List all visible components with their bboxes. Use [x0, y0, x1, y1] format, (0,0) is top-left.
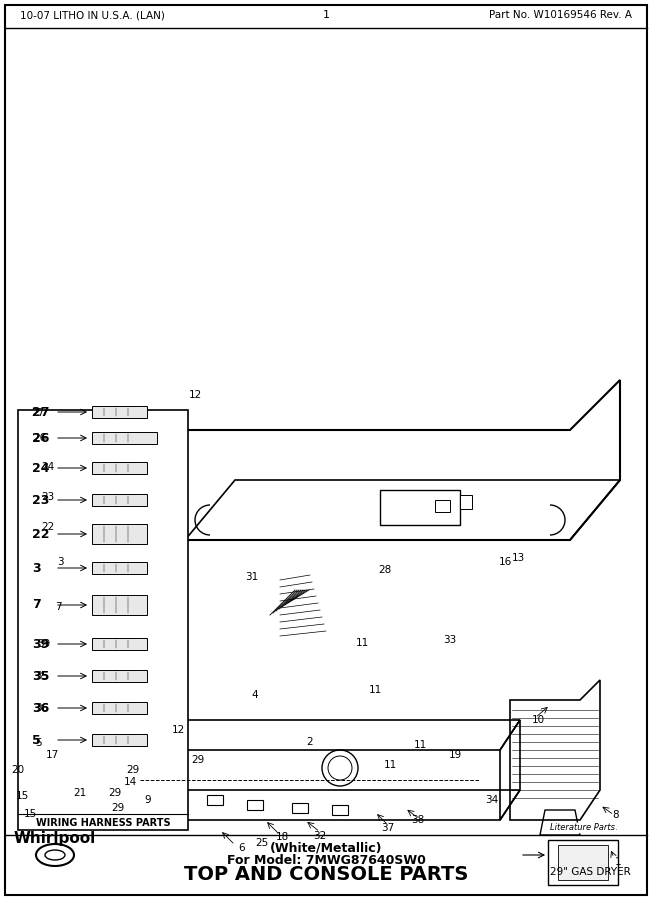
Bar: [460, 495, 472, 509]
Bar: [92, 595, 147, 615]
Text: (White/Metallic): (White/Metallic): [270, 842, 382, 854]
Text: 25: 25: [256, 838, 269, 848]
Text: 11: 11: [355, 638, 368, 648]
Bar: [92, 462, 147, 474]
Text: 23: 23: [41, 492, 55, 502]
Text: 20: 20: [12, 765, 25, 775]
Text: 1: 1: [323, 10, 329, 20]
Text: Part No. W10169546 Rev. A: Part No. W10169546 Rev. A: [489, 10, 632, 20]
Text: 29: 29: [111, 803, 125, 813]
Ellipse shape: [36, 844, 74, 866]
Text: 6: 6: [239, 843, 245, 853]
Text: Whirlpool: Whirlpool: [14, 831, 96, 845]
Text: 29: 29: [108, 788, 122, 798]
Bar: [92, 734, 147, 746]
Text: 27: 27: [32, 406, 50, 419]
Text: 5: 5: [35, 738, 41, 748]
Text: TOP AND CONSOLE PARTS: TOP AND CONSOLE PARTS: [184, 866, 468, 885]
Text: 35: 35: [32, 670, 50, 682]
Text: 5: 5: [32, 734, 40, 746]
Text: 37: 37: [381, 823, 394, 833]
Text: 22: 22: [41, 522, 55, 532]
Text: 10-07 LITHO IN U.S.A. (LAN): 10-07 LITHO IN U.S.A. (LAN): [20, 10, 165, 20]
Text: 24: 24: [41, 462, 55, 472]
Bar: [92, 494, 147, 506]
Text: 3: 3: [57, 557, 63, 567]
Bar: [380, 490, 460, 525]
Bar: [92, 562, 147, 574]
Text: 11: 11: [368, 685, 381, 695]
Bar: [130, 795, 150, 807]
Bar: [130, 778, 148, 790]
Bar: [92, 432, 157, 444]
Bar: [207, 795, 223, 805]
Text: 23: 23: [32, 493, 50, 507]
Text: 27: 27: [31, 408, 44, 418]
Text: 3: 3: [32, 562, 40, 574]
Text: 11: 11: [383, 760, 396, 770]
Text: 24: 24: [32, 462, 50, 474]
Bar: [92, 702, 147, 714]
Bar: [92, 524, 147, 544]
Text: 38: 38: [411, 815, 424, 825]
Text: 2: 2: [306, 737, 314, 747]
Bar: [247, 800, 263, 810]
Text: 15: 15: [16, 791, 29, 801]
Text: 31: 31: [245, 572, 259, 582]
Text: 36: 36: [35, 703, 49, 713]
Bar: [435, 500, 450, 512]
Text: 35: 35: [35, 671, 49, 681]
Text: 13: 13: [511, 553, 525, 563]
Text: 12: 12: [171, 725, 185, 735]
Text: 29" GAS DRYER: 29" GAS DRYER: [550, 867, 630, 877]
Text: 21: 21: [74, 788, 87, 798]
Bar: [18, 410, 188, 830]
Text: 14: 14: [123, 777, 137, 787]
Text: 39: 39: [32, 637, 50, 651]
Text: 12: 12: [188, 390, 201, 400]
Text: 19: 19: [449, 750, 462, 760]
Bar: [548, 840, 618, 885]
Text: 39: 39: [37, 639, 51, 649]
Text: 22: 22: [32, 527, 50, 541]
Text: 29: 29: [126, 765, 140, 775]
Ellipse shape: [45, 850, 65, 860]
Text: 10: 10: [531, 715, 544, 725]
Text: 32: 32: [314, 831, 327, 841]
Bar: [92, 670, 147, 682]
Bar: [167, 795, 183, 805]
Bar: [292, 803, 308, 813]
Bar: [558, 845, 608, 880]
Text: 11: 11: [413, 740, 426, 750]
Text: 7: 7: [32, 598, 40, 611]
Text: 26: 26: [32, 431, 50, 445]
Text: 9: 9: [145, 795, 151, 805]
Text: 7: 7: [55, 602, 61, 612]
Text: 16: 16: [498, 557, 512, 567]
Text: 8: 8: [613, 810, 619, 820]
Text: 33: 33: [443, 635, 456, 645]
Text: 15: 15: [23, 809, 37, 819]
Bar: [92, 638, 147, 650]
Text: 4: 4: [252, 690, 258, 700]
Text: WIRING HARNESS PARTS: WIRING HARNESS PARTS: [36, 818, 170, 828]
Text: 17: 17: [46, 750, 59, 760]
Text: 26: 26: [33, 433, 47, 443]
Bar: [92, 406, 147, 418]
Text: 36: 36: [32, 701, 50, 715]
Text: Literature Parts: Literature Parts: [550, 824, 615, 832]
Text: 34: 34: [485, 795, 499, 805]
Bar: [332, 805, 348, 815]
Text: 18: 18: [275, 832, 289, 842]
Text: 1: 1: [615, 857, 621, 867]
Text: 29: 29: [192, 755, 205, 765]
Text: For Model: 7MWG87640SW0: For Model: 7MWG87640SW0: [226, 853, 426, 867]
Text: 28: 28: [378, 565, 392, 575]
